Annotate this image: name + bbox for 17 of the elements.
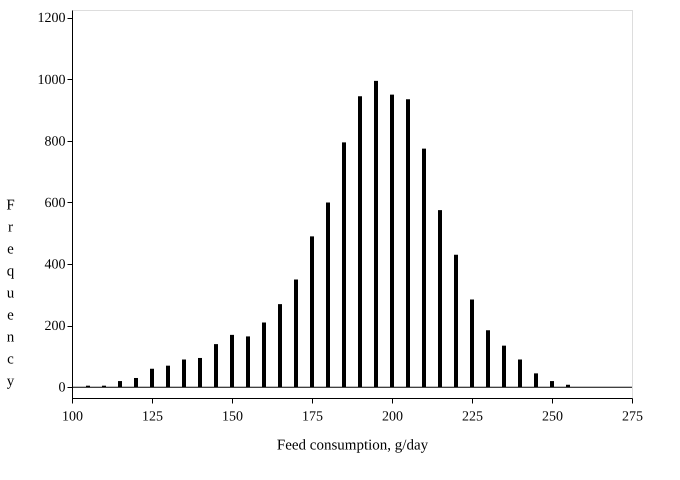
x-tick-label: 275 — [622, 410, 643, 424]
x-tick-label: 250 — [542, 410, 563, 424]
y-tick-label: 1000 — [38, 72, 66, 88]
x-tick-label: 200 — [382, 410, 403, 424]
x-tick-label: 100 — [62, 410, 83, 424]
y-tick-label: 1200 — [38, 11, 66, 26]
x-axis-title: Feed consumption, g/day — [276, 438, 429, 454]
x-tick-label: 225 — [462, 410, 483, 424]
y-tick-label: 600 — [44, 196, 66, 211]
y-tick-label: 800 — [44, 134, 66, 150]
x-tick-label: 150 — [222, 410, 243, 424]
y-tick-label: 200 — [44, 319, 66, 334]
x-tick-label: 125 — [142, 410, 163, 424]
text: Frequency — [6, 198, 15, 390]
y-tick-label: 400 — [44, 258, 66, 273]
y-tick-label: 0 — [58, 380, 66, 396]
x-tick-label: 175 — [302, 410, 323, 424]
